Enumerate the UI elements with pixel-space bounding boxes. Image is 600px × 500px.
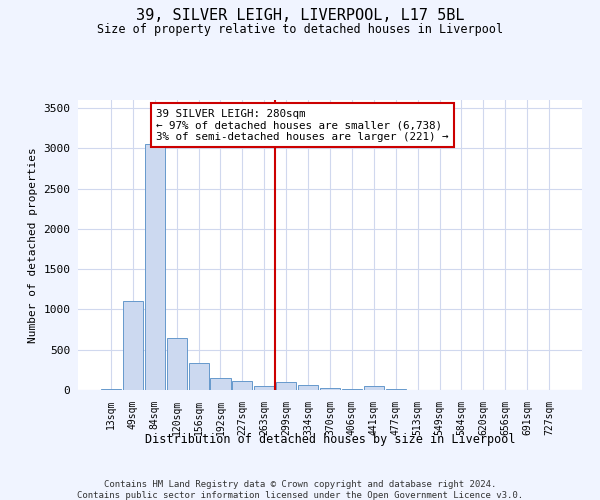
Bar: [232, 380, 253, 390]
Bar: [188, 364, 209, 390]
Bar: [167, 338, 187, 390]
Text: 39, SILVER LEIGH, LIVERPOOL, L17 5BL: 39, SILVER LEIGH, LIVERPOOL, L17 5BL: [136, 8, 464, 22]
Bar: [123, 302, 143, 390]
Text: Contains HM Land Registry data © Crown copyright and database right 2024.: Contains HM Land Registry data © Crown c…: [104, 480, 496, 489]
Bar: [342, 389, 362, 390]
Text: Distribution of detached houses by size in Liverpool: Distribution of detached houses by size …: [145, 432, 515, 446]
Bar: [211, 378, 230, 390]
Text: 39 SILVER LEIGH: 280sqm
← 97% of detached houses are smaller (6,738)
3% of semi-: 39 SILVER LEIGH: 280sqm ← 97% of detache…: [156, 108, 449, 142]
Bar: [145, 144, 165, 390]
Bar: [320, 388, 340, 390]
Text: Contains public sector information licensed under the Open Government Licence v3: Contains public sector information licen…: [77, 491, 523, 500]
Y-axis label: Number of detached properties: Number of detached properties: [28, 147, 38, 343]
Text: Size of property relative to detached houses in Liverpool: Size of property relative to detached ho…: [97, 22, 503, 36]
Bar: [276, 382, 296, 390]
Bar: [101, 388, 121, 390]
Bar: [298, 385, 318, 390]
Bar: [254, 386, 274, 390]
Bar: [364, 386, 384, 390]
